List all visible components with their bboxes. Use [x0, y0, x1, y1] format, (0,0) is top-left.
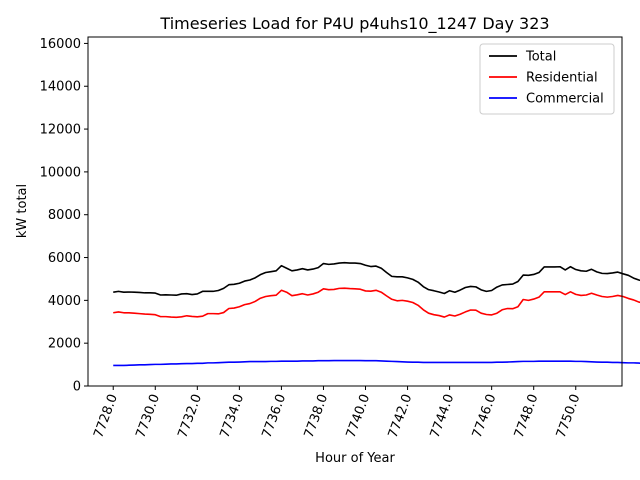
y-tick-label: 4000	[48, 294, 81, 309]
y-tick-label: 8000	[48, 208, 81, 223]
legend-box	[479, 43, 615, 115]
legend-label-total: Total	[525, 50, 556, 65]
y-axis: 0 2000 4000 6000 8000 10000 12000 14000 16000	[40, 37, 88, 395]
plot-series-group	[113, 261, 640, 367]
series-line-residential	[113, 287, 640, 319]
series-line-total	[113, 261, 640, 297]
y-tick-label: 2000	[48, 337, 81, 352]
y-tick-label: 10000	[40, 165, 81, 180]
legend-label-commercial: Commercial	[526, 92, 604, 107]
y-axis-label: kW total	[15, 184, 30, 238]
series-line-commercial	[113, 359, 640, 367]
y-tick-label: 6000	[48, 251, 81, 266]
legend: Total Residential Commercial	[479, 43, 615, 115]
legend-label-residential: Residential	[526, 71, 598, 86]
y-tick-label: 16000	[40, 37, 81, 52]
y-tick-label: 12000	[40, 123, 81, 138]
y-tick-label: 0	[73, 380, 81, 395]
chart-title: Timeseries Load for P4U p4uhs10_1247 Day…	[159, 14, 549, 34]
plot-frame	[87, 36, 623, 387]
x-axis-label: Hour of Year	[315, 451, 395, 466]
legend-entries: Total Residential Commercial	[489, 50, 604, 107]
y-tick-label: 14000	[40, 80, 81, 95]
